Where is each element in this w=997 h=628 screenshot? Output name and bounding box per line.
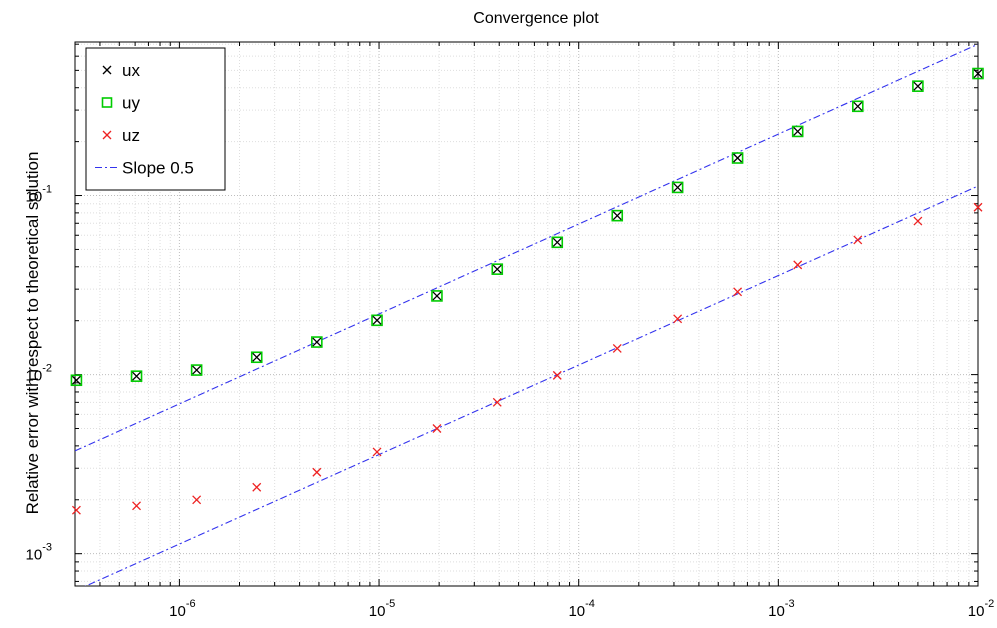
x-tick-label: 10-2 bbox=[968, 598, 994, 620]
legend-label: Slope 0.5 bbox=[122, 159, 194, 178]
data-point-uy bbox=[611, 209, 624, 222]
data-point-ux bbox=[71, 375, 81, 385]
y-tick-label: 10-2 bbox=[26, 363, 52, 385]
chart-title: Convergence plot bbox=[473, 10, 599, 27]
data-point-uz bbox=[973, 202, 983, 212]
legend-marker-ux bbox=[102, 65, 112, 75]
data-point-uz bbox=[372, 447, 382, 457]
legend-label: ux bbox=[122, 61, 140, 80]
data-point-uz bbox=[132, 501, 141, 511]
legend-label: uz bbox=[122, 126, 140, 145]
x-tick-label: 10-6 bbox=[169, 598, 195, 620]
x-tick-label: 10-5 bbox=[369, 598, 395, 620]
data-point-uy bbox=[912, 80, 924, 92]
data-point-uy bbox=[731, 152, 744, 164]
data-point-uz bbox=[793, 260, 803, 270]
slope-reference-line bbox=[84, 185, 978, 586]
data-point-uz bbox=[312, 467, 322, 477]
data-point-uz bbox=[612, 343, 622, 353]
data-point-ux bbox=[673, 182, 683, 192]
data-point-uz bbox=[552, 370, 562, 380]
data-point-ux bbox=[432, 291, 442, 301]
data-point-uz bbox=[733, 287, 743, 297]
data-point-ux bbox=[492, 264, 502, 274]
data-point-uy bbox=[311, 336, 323, 348]
data-point-uz bbox=[432, 424, 442, 433]
data-point-ux bbox=[312, 337, 322, 347]
data-point-uy bbox=[431, 290, 443, 302]
legend-marker-uz bbox=[102, 130, 112, 140]
data-point-uz bbox=[853, 235, 863, 245]
legend-marker-uy bbox=[101, 97, 113, 108]
data-point-uy bbox=[130, 370, 143, 382]
data-point-ux bbox=[853, 101, 863, 111]
legend: ux uy uz Slope 0.5 bbox=[85, 47, 226, 191]
data-point-ux bbox=[612, 211, 622, 221]
y-tick-label: 10-3 bbox=[26, 542, 52, 564]
slope-reference-line bbox=[75, 43, 978, 452]
data-point-ux bbox=[252, 352, 262, 362]
data-point-uz bbox=[492, 397, 502, 407]
data-point-uy bbox=[491, 263, 504, 275]
data-point-uy bbox=[70, 374, 83, 387]
data-point-uy bbox=[190, 364, 203, 376]
data-point-uy bbox=[791, 125, 804, 138]
data-point-ux bbox=[132, 371, 141, 381]
data-point-ux bbox=[793, 126, 803, 136]
x-tick-label: 10-3 bbox=[768, 598, 794, 620]
data-point-uz bbox=[192, 495, 202, 505]
legend-label: uy bbox=[122, 94, 140, 113]
reference-lines bbox=[75, 43, 978, 586]
data-point-ux bbox=[552, 237, 562, 247]
data-point-ux bbox=[372, 315, 382, 325]
data-point-ux bbox=[913, 81, 923, 91]
data-point-ux bbox=[192, 365, 202, 375]
data-point-uy bbox=[671, 181, 684, 194]
data-point-ux bbox=[733, 153, 743, 163]
y-axis-label: Relative error with respect to theoretic… bbox=[23, 152, 42, 515]
data-point-uz bbox=[913, 216, 923, 226]
data-point-uy bbox=[371, 314, 383, 327]
data-point-uz bbox=[673, 314, 683, 324]
plot-frame bbox=[74, 41, 979, 587]
axis-ticks: 10-6 10-5 10-4 10-3 10-2 10-3 10-2 10-1 bbox=[26, 42, 994, 620]
data-point-uy bbox=[972, 67, 984, 80]
data-point-uz bbox=[252, 482, 262, 492]
data-point-uz bbox=[71, 505, 81, 515]
data-point-ux bbox=[973, 69, 983, 78]
y-tick-label: 10-1 bbox=[26, 184, 52, 206]
data-point-uy bbox=[551, 236, 564, 249]
data-point-uy bbox=[851, 100, 864, 113]
data-markers bbox=[70, 67, 984, 515]
data-point-uy bbox=[250, 351, 263, 364]
x-tick-label: 10-4 bbox=[568, 598, 594, 620]
